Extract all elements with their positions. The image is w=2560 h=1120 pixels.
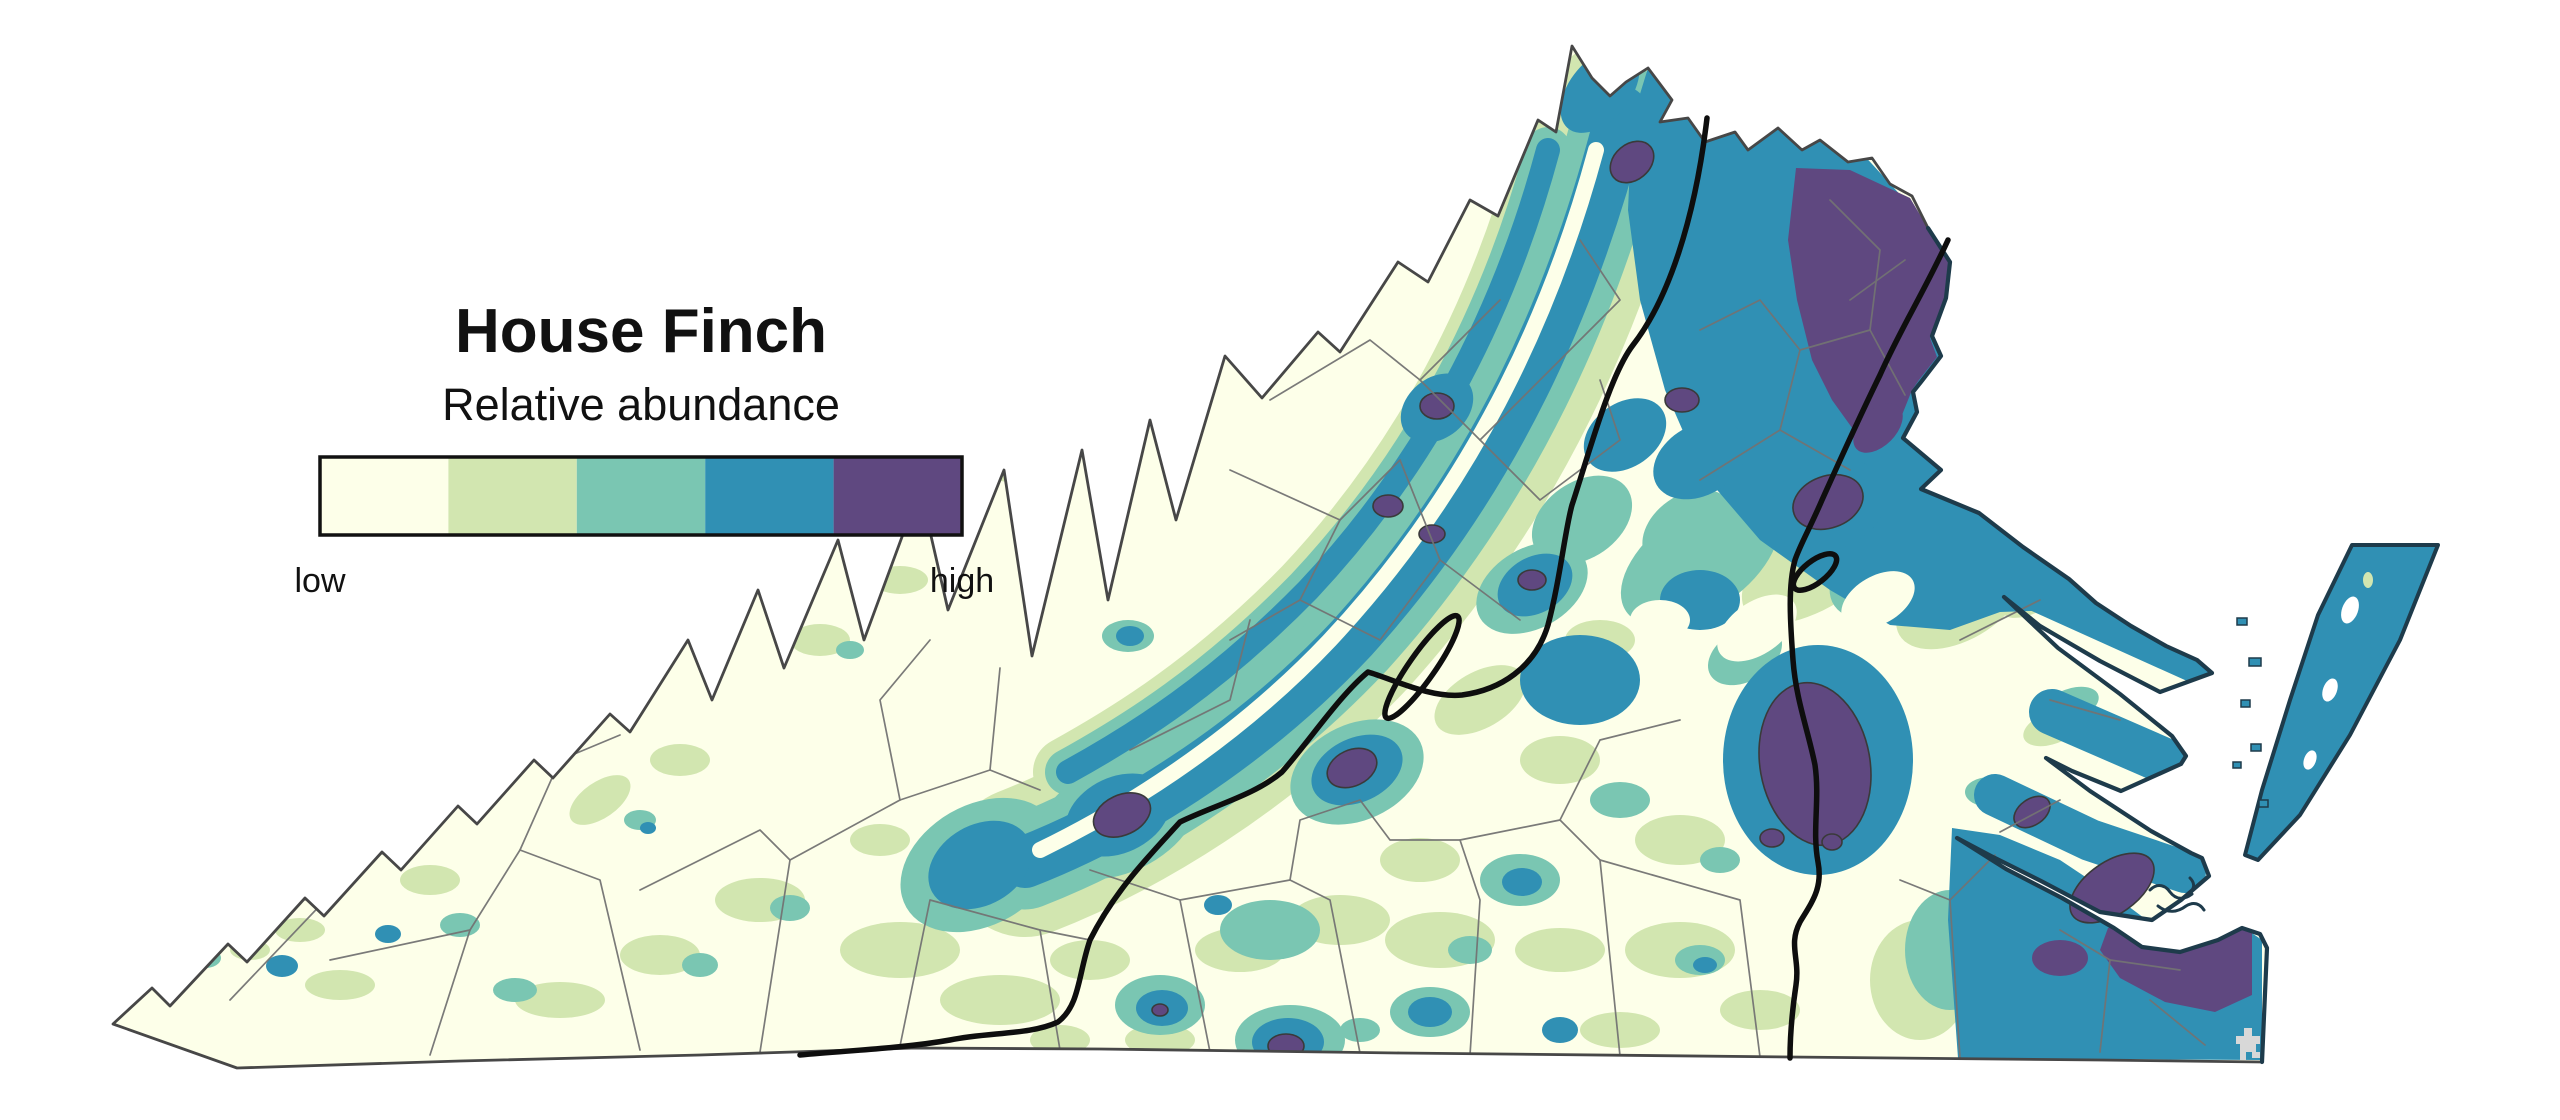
legend-swatch-1 [320,457,449,535]
map-subtitle: Relative abundance [442,379,840,430]
coastline-outline [1900,225,2270,1065]
legend-block: House Finch Relative abundance low high [294,297,994,600]
fall-line-loop [1790,551,1840,593]
fall-line [1787,237,1951,1061]
legend-color-bar [318,455,964,537]
ecoregion-boundaries [797,115,1951,1061]
legend-low-label: low [294,562,345,600]
eastern-shore [2232,543,2440,862]
harbor-shoreline-squiggles [2148,876,2206,913]
bay-islands [2232,617,2269,808]
legend-swatch-5 [833,457,962,535]
blue-ridge-line [797,115,1710,1058]
legend-high-label: high [930,562,994,600]
legend-swatch-3 [576,457,706,535]
legend-swatch-4 [705,457,834,535]
legend-swatch-2 [448,457,577,535]
legend-border [318,455,964,537]
blue-ridge-loop [1382,612,1462,722]
watermark-icon [2236,1028,2260,1060]
map-title: House Finch [455,297,827,366]
